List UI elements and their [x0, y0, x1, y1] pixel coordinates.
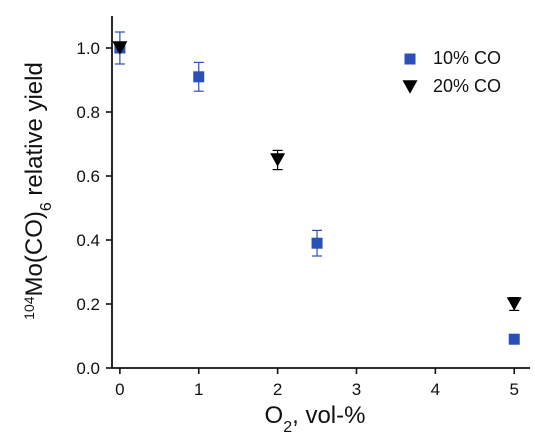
- data-point-square: [193, 71, 205, 83]
- x-tick-label: 4: [431, 380, 440, 399]
- y-tick-label: 0.6: [76, 167, 100, 186]
- plot-area: [112, 31, 522, 345]
- x-axis-title: O2, vol-%: [265, 402, 366, 436]
- x-axis-title-subscript: 2: [283, 419, 292, 436]
- legend-triangle-icon: [402, 80, 418, 94]
- y-axis-title-main: Mo(CO): [21, 211, 48, 296]
- axis-labels: O2, vol-%104Mo(CO)6 relative yield: [21, 62, 365, 435]
- y-tick-label: 0.8: [76, 103, 100, 122]
- y-axis-title: 104Mo(CO)6 relative yield: [21, 62, 55, 320]
- y-axis-title-subscript: 6: [38, 202, 55, 211]
- legend: 10% CO 20% CO: [402, 48, 501, 96]
- x-tick-label: 0: [115, 380, 124, 399]
- x-tick-label: 5: [509, 380, 518, 399]
- y-axis-title-rest: relative yield: [21, 62, 48, 202]
- data-point-triangle: [270, 153, 286, 167]
- data-point-triangle: [112, 41, 128, 55]
- y-tick-label: 0.2: [76, 295, 100, 314]
- legend-label: 10% CO: [433, 48, 501, 68]
- x-tick-label: 3: [352, 380, 361, 399]
- x-axis-title-rest: , vol-%: [292, 402, 365, 429]
- y-tick-label: 0.0: [76, 359, 100, 378]
- y-tick-label: 1.0: [76, 39, 100, 58]
- y-axis-title-superscript: 104: [21, 296, 37, 320]
- x-tick-label: 2: [273, 380, 282, 399]
- x-tick-label: 1: [194, 380, 203, 399]
- legend-square-icon: [404, 53, 416, 65]
- data-point-triangle: [506, 297, 522, 311]
- x-axis-title-main: O: [265, 402, 284, 429]
- data-point-square: [508, 333, 520, 345]
- legend-label: 20% CO: [433, 76, 501, 96]
- data-point-square: [311, 237, 323, 249]
- axes: 0 1 2 3 4 5 0.0 0.2 0.4 0.6 0.8 1.0: [76, 16, 530, 399]
- y-tick-label: 0.4: [76, 231, 100, 250]
